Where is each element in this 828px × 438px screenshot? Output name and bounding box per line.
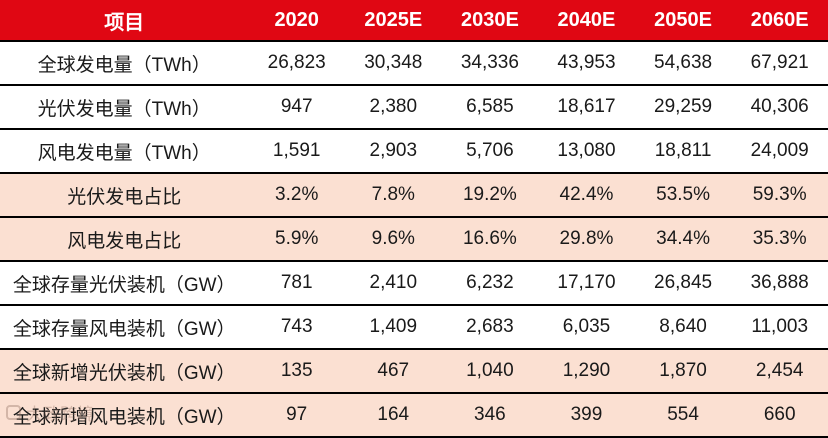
row-label: 全球新增光伏装机（GW） [0,348,249,393]
cell: 26,845 [634,260,732,305]
table-row-wind-new-capacity: 全球新增风电装机（GW） 97 164 346 399 554 660 [0,392,828,437]
table-row-wind-generation: 风电发电量（TWh） 1,591 2,903 5,706 13,080 18,8… [0,128,828,173]
cell: 59.3% [731,172,828,217]
cell: 135 [248,348,345,393]
cell: 7.8% [344,172,442,217]
cell: 5,706 [441,128,539,173]
cell: 40,306 [731,84,828,129]
cell: 660 [731,392,828,437]
cell: 467 [344,348,442,393]
row-label: 光伏发电占比 [0,172,249,217]
cell: 2,380 [344,84,442,129]
cell: 9.6% [344,216,442,261]
cell: 29,259 [634,84,732,129]
row-label: 全球新增风电装机（GW） [0,392,249,437]
header-cell-2030e: 2030E [441,0,539,41]
header-cell-2040e: 2040E [538,0,635,41]
row-label: 全球存量光伏装机（GW） [0,260,249,305]
header-cell-2050e: 2050E [634,0,732,41]
row-label: 全球发电量（TWh） [0,40,249,85]
cell: 2,454 [731,348,828,393]
cell: 6,035 [538,304,635,349]
table-row-pv-generation: 光伏发电量（TWh） 947 2,380 6,585 18,617 29,259… [0,84,828,129]
table-row-wind-share: 风电发电占比 5.9% 9.6% 16.6% 29.8% 34.4% 35.3% [0,216,828,261]
header-cell-2060e: 2060E [731,0,828,41]
cell: 743 [248,304,345,349]
table-row-pv-cumulative-capacity: 全球存量光伏装机（GW） 781 2,410 6,232 17,170 26,8… [0,260,828,305]
cell: 97 [248,392,345,437]
table-row-wind-cumulative-capacity: 全球存量风电装机（GW） 743 1,409 2,683 6,035 8,640… [0,304,828,349]
cell: 2,410 [344,260,442,305]
cell: 5.9% [248,216,345,261]
cell: 399 [538,392,635,437]
cell: 1,290 [538,348,635,393]
cell: 43,953 [538,40,635,85]
header-cell-item: 项目 [0,0,249,41]
cell: 35.3% [731,216,828,261]
cell: 34,336 [441,40,539,85]
cell: 13,080 [538,128,635,173]
cell: 53.5% [634,172,732,217]
cell: 8,640 [634,304,732,349]
cell: 947 [248,84,345,129]
cell: 2,903 [344,128,442,173]
cell: 346 [441,392,539,437]
cell: 67,921 [731,40,828,85]
row-label: 风电发电量（TWh） [0,128,249,173]
cell: 17,170 [538,260,635,305]
row-label: 风电发电占比 [0,216,249,261]
cell: 164 [344,392,442,437]
cell: 781 [248,260,345,305]
cell: 29.8% [538,216,635,261]
cell: 42.4% [538,172,635,217]
cell: 1,409 [344,304,442,349]
cell: 36,888 [731,260,828,305]
cell: 34.4% [634,216,732,261]
table-row-pv-new-capacity: 全球新增光伏装机（GW） 135 467 1,040 1,290 1,870 2… [0,348,828,393]
header-cell-2025e: 2025E [344,0,442,41]
table-row-global-generation: 全球发电量（TWh） 26,823 30,348 34,336 43,953 5… [0,40,828,85]
cell: 54,638 [634,40,732,85]
cell: 18,811 [634,128,732,173]
cell: 19.2% [441,172,539,217]
cell: 1,040 [441,348,539,393]
table-header-row: 项目 2020 2025E 2030E 2040E 2050E 2060E [0,0,828,41]
cell: 1,591 [248,128,345,173]
table-row-pv-share: 光伏发电占比 3.2% 7.8% 19.2% 42.4% 53.5% 59.3% [0,172,828,217]
cell: 30,348 [344,40,442,85]
cell: 554 [634,392,732,437]
cell: 11,003 [731,304,828,349]
row-label: 全球存量风电装机（GW） [0,304,249,349]
cell: 6,585 [441,84,539,129]
cell: 26,823 [248,40,345,85]
header-cell-2020: 2020 [248,0,345,41]
cell: 1,870 [634,348,732,393]
cell: 6,232 [441,260,539,305]
cell: 18,617 [538,84,635,129]
cell: 24,009 [731,128,828,173]
cell: 2,683 [441,304,539,349]
cell: 16.6% [441,216,539,261]
cell: 3.2% [248,172,345,217]
row-label: 光伏发电量（TWh） [0,84,249,129]
